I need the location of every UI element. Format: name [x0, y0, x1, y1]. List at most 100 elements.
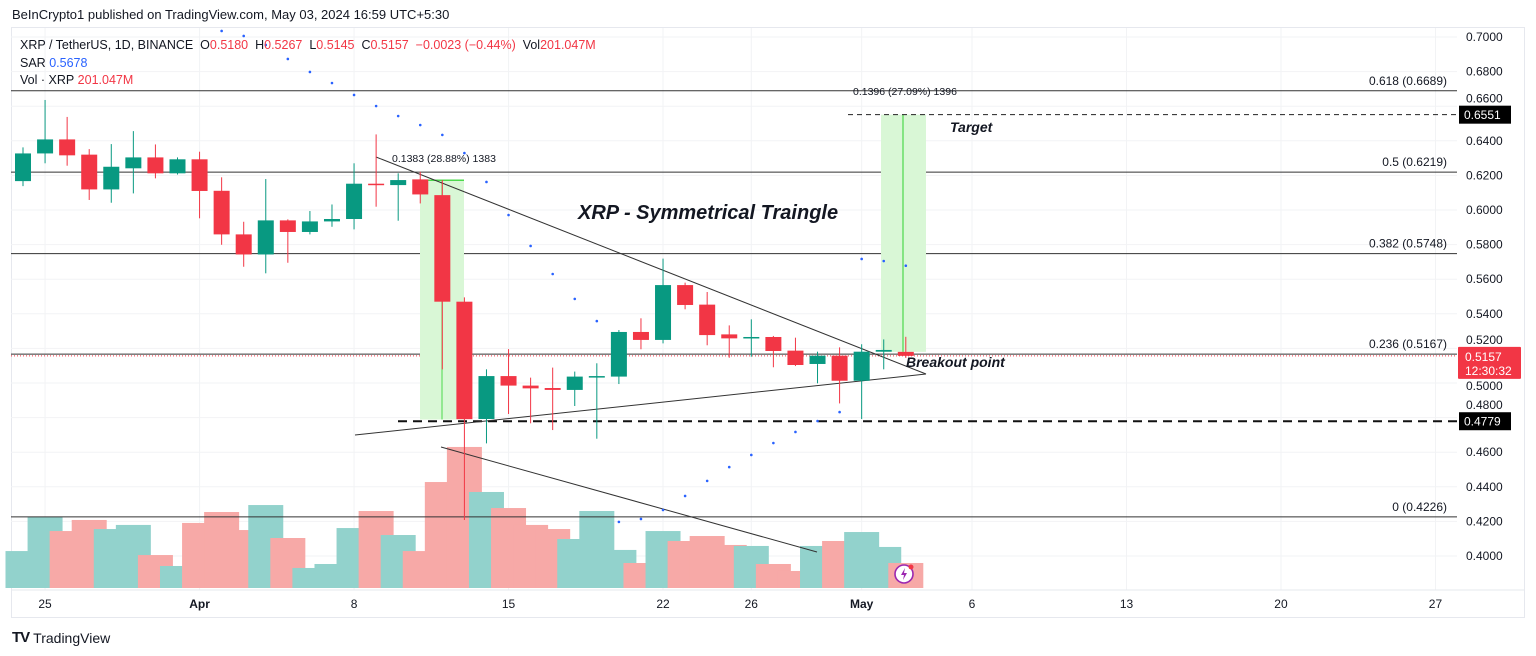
sar-dot	[816, 419, 819, 423]
breakout-annotation: Breakout point	[906, 354, 1006, 370]
fib-label: 0.236 (0.5167)	[1369, 337, 1447, 351]
target-price-text: 0.6551	[1464, 108, 1501, 122]
candle-body	[743, 336, 760, 339]
candle-body	[81, 154, 98, 190]
candle-body	[897, 351, 914, 356]
y-tick-label: 0.4400	[1466, 480, 1503, 494]
x-tick-label: 15	[502, 597, 516, 611]
y-tick-label: 0.6800	[1466, 65, 1503, 79]
price-axis: 0.7000 0.6800 0.6600 0.6400 0.6200 0.6000 0.58…	[11, 30, 1525, 591]
legend-volume[interactable]: Vol · XRP 201.047M	[20, 73, 133, 87]
triangle-lower-line	[354, 373, 927, 436]
y-tick-label: 0.6200	[1466, 168, 1503, 182]
candle-body	[368, 183, 385, 186]
y-tick-label: 0.4000	[1466, 549, 1503, 563]
candle-body	[610, 331, 627, 377]
sar-dot	[661, 508, 665, 512]
candle-body	[831, 355, 848, 381]
candles	[15, 99, 914, 521]
sar-dot	[705, 479, 709, 483]
tradingview-logo[interactable]: TV TradingView	[12, 629, 110, 646]
candle-body	[544, 388, 561, 390]
candle-body	[323, 218, 340, 222]
candle-body	[191, 159, 208, 191]
sar-dot	[441, 133, 444, 137]
sar-dot	[860, 257, 863, 261]
y-tick-label: 0.4800	[1466, 398, 1503, 412]
sar-value: 0.5678	[49, 56, 88, 70]
candle-body	[809, 355, 826, 364]
candle-body	[213, 190, 230, 235]
x-tick-label: 25	[38, 597, 52, 611]
candle-body	[677, 285, 694, 305]
sar-dot	[639, 517, 643, 521]
y-tick-label: 0.6400	[1466, 134, 1503, 148]
sar-dot	[286, 57, 290, 61]
candle-body	[279, 220, 296, 232]
candle-body	[765, 336, 782, 351]
candle-body	[434, 195, 451, 302]
candle-body	[478, 376, 495, 419]
sar-dots	[220, 29, 908, 524]
sar-dot	[242, 34, 245, 38]
y-tick-label: 0.4200	[1466, 514, 1503, 528]
open-value: 0.5180	[209, 38, 249, 52]
target-annotation: Target	[950, 119, 994, 135]
fib-label: 0.5 (0.6219)	[1382, 155, 1447, 169]
close-label: C	[361, 38, 371, 52]
tradingview-logo-icon: TV	[12, 629, 30, 646]
sar-dot	[750, 453, 753, 457]
sar-dot	[529, 244, 532, 248]
vol-series-value: 201.047M	[77, 73, 134, 87]
support-price-text: 0.4779	[1464, 415, 1501, 429]
candle-body	[522, 385, 539, 389]
vol-series-label: Vol · XRP	[20, 73, 75, 87]
sar-dot	[374, 104, 378, 108]
sar-dot	[352, 93, 356, 97]
x-tick-label: Apr	[189, 597, 210, 611]
volume-pane	[5, 446, 924, 588]
sar-dot	[485, 180, 488, 184]
x-tick-label: May	[850, 597, 874, 611]
high-value: 0.5267	[264, 38, 303, 52]
chart-annotation-title: XRP - Symmetrical Traingle	[577, 202, 838, 224]
sar-dot	[794, 430, 797, 434]
fib-label: 0.382 (0.5748)	[1369, 237, 1447, 251]
target-price-badge	[1459, 105, 1511, 124]
candle-body	[655, 285, 672, 340]
candle-body	[500, 376, 517, 386]
sar-dot	[595, 319, 599, 323]
sar-dot	[838, 410, 841, 414]
sar-dot	[220, 29, 223, 33]
x-tick-label: 20	[1274, 597, 1288, 611]
fib-label: 0 (0.4226)	[1392, 500, 1447, 514]
candle-body	[257, 220, 274, 255]
candle-body	[346, 183, 363, 219]
candle-body	[875, 349, 892, 352]
legend-sar[interactable]: SAR 0.5678	[20, 56, 87, 70]
candle-body	[412, 179, 429, 195]
grid	[11, 28, 1457, 590]
drawings: 0.618 (0.6689) 0.5 (0.6219) 0.382 (0.5748)…	[11, 74, 1457, 584]
sar-dot	[772, 441, 775, 445]
publisher-line: BeInCrypto1 published on TradingView.com…	[12, 7, 450, 22]
sar-dot	[573, 297, 577, 301]
candle-body	[125, 157, 142, 169]
chart-frame	[11, 27, 1525, 618]
vol-value: 201.047M	[540, 38, 596, 52]
x-tick-label: 6	[969, 597, 976, 611]
sar-dot	[264, 43, 268, 47]
x-tick-label: 13	[1120, 597, 1134, 611]
legend-symbol[interactable]: XRP / TetherUS, 1D, BINANCE	[20, 38, 194, 52]
y-tick-label: 0.7000	[1466, 30, 1503, 44]
candle-body	[853, 351, 870, 381]
sar-dot	[396, 114, 400, 118]
y-tick-label: 0.6000	[1466, 203, 1503, 217]
change-value: −0.0023 (−0.44%)	[415, 38, 516, 52]
x-tick-label: 8	[351, 597, 358, 611]
candle-body	[632, 331, 649, 340]
candle-body	[721, 334, 738, 339]
candle-body	[59, 139, 76, 156]
high-label: H	[255, 38, 265, 52]
